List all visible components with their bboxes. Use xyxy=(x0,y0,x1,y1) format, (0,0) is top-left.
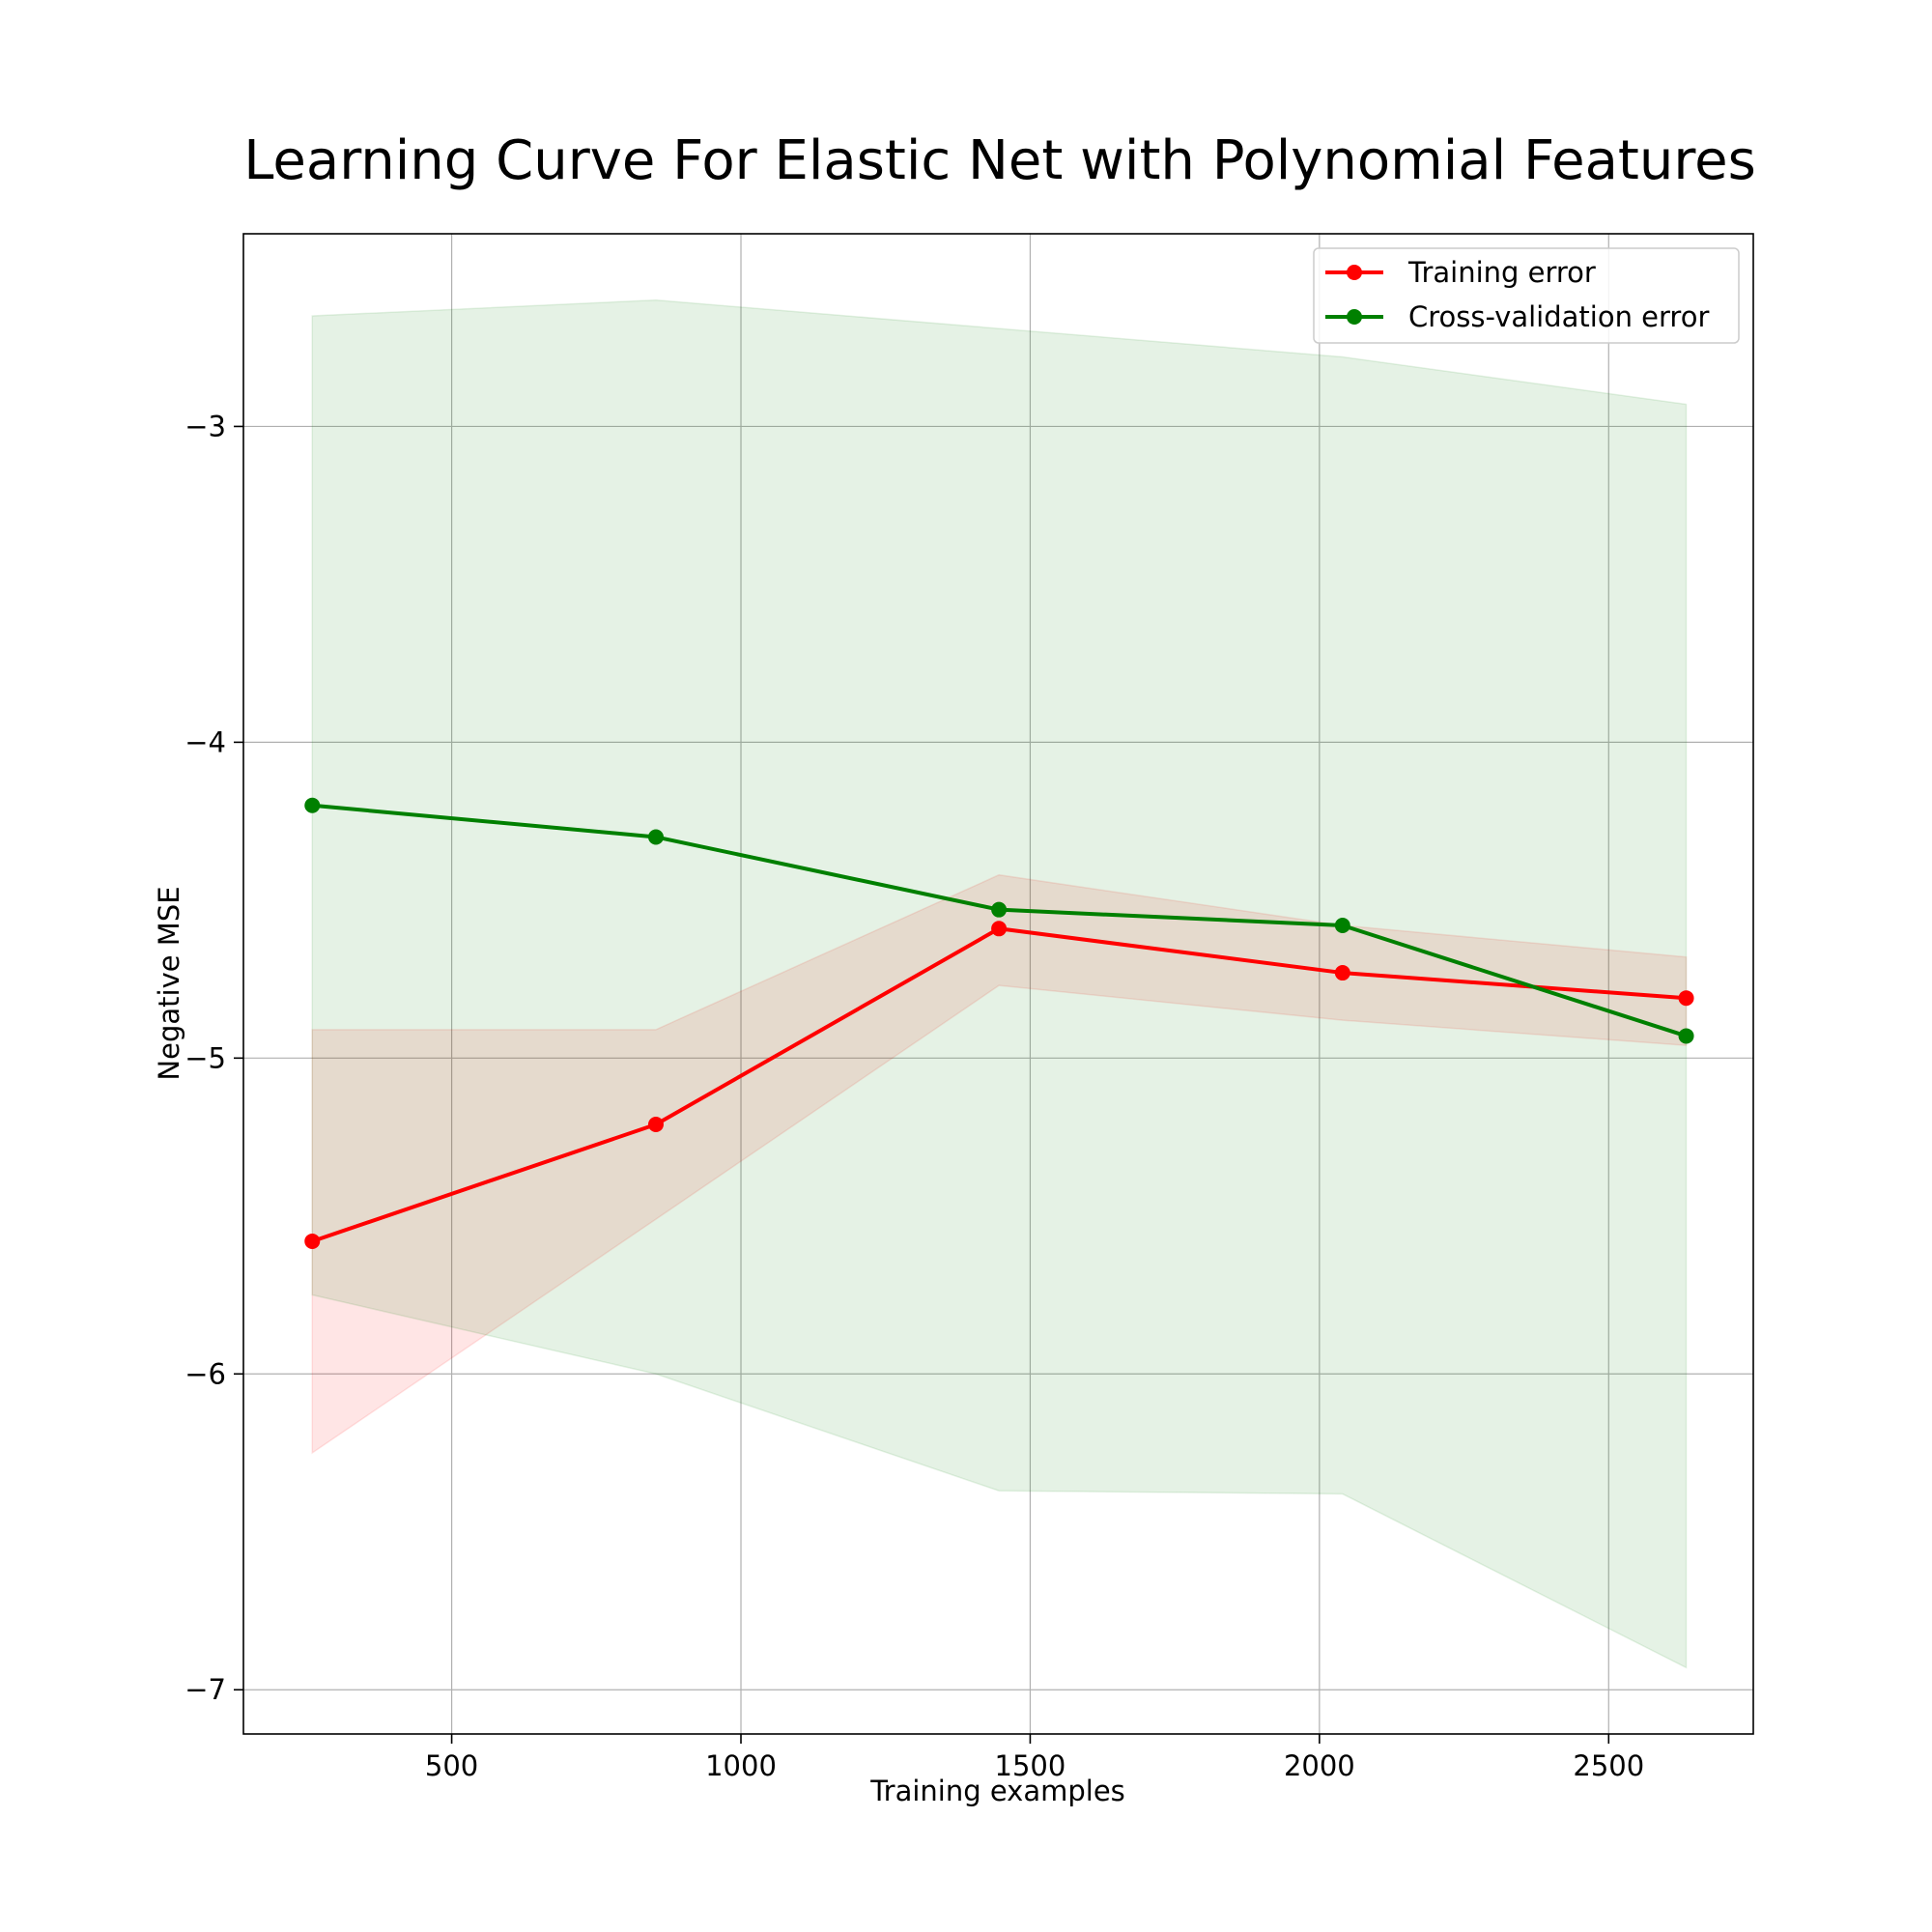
band-series-1 xyxy=(311,298,1688,1669)
x-tick-label: 500 xyxy=(425,1749,478,1782)
legend: Training error Cross-validation error xyxy=(1313,247,1740,344)
x-tick-label: 2000 xyxy=(1284,1749,1355,1782)
axis-ticks: 500 1000 1500 2000 2500 −3 −4 −5 −6 −7 xyxy=(185,410,1644,1782)
x-tick-label: 2500 xyxy=(1573,1749,1644,1782)
series-points xyxy=(304,797,1694,1249)
point-series-1 xyxy=(304,797,321,813)
point-series-0 xyxy=(647,1116,664,1132)
legend-marker xyxy=(1347,309,1362,325)
y-tick-label: −5 xyxy=(185,1041,226,1074)
legend-label: Training error xyxy=(1407,256,1596,289)
point-series-0 xyxy=(1678,990,1694,1007)
point-series-0 xyxy=(304,1233,321,1249)
x-tick-label: 1000 xyxy=(705,1749,777,1782)
point-series-0 xyxy=(991,921,1008,937)
y-tick-label: −6 xyxy=(185,1357,226,1390)
y-tick-label: −4 xyxy=(185,725,226,758)
chart-title: Learning Curve For Elastic Net with Poly… xyxy=(243,129,1756,192)
point-series-1 xyxy=(991,901,1008,918)
plot-frame xyxy=(242,233,1754,1735)
legend-box xyxy=(1313,247,1740,344)
gridlines xyxy=(243,234,1753,1734)
point-series-1 xyxy=(1334,918,1350,934)
point-series-1 xyxy=(647,829,664,845)
legend-label: Cross-validation error xyxy=(1408,300,1709,333)
point-series-0 xyxy=(1334,965,1350,981)
y-tick-label: −7 xyxy=(185,1673,226,1706)
confidence-bands xyxy=(311,298,1688,1669)
legend-marker xyxy=(1347,265,1362,280)
band-series-0 xyxy=(311,873,1688,1455)
point-series-1 xyxy=(1678,1028,1694,1044)
y-axis-label: Negative MSE xyxy=(153,886,185,1080)
x-axis-label: Training examples xyxy=(869,1775,1125,1807)
x-tick-label: 1500 xyxy=(995,1749,1066,1782)
y-tick-label: −3 xyxy=(185,410,226,442)
